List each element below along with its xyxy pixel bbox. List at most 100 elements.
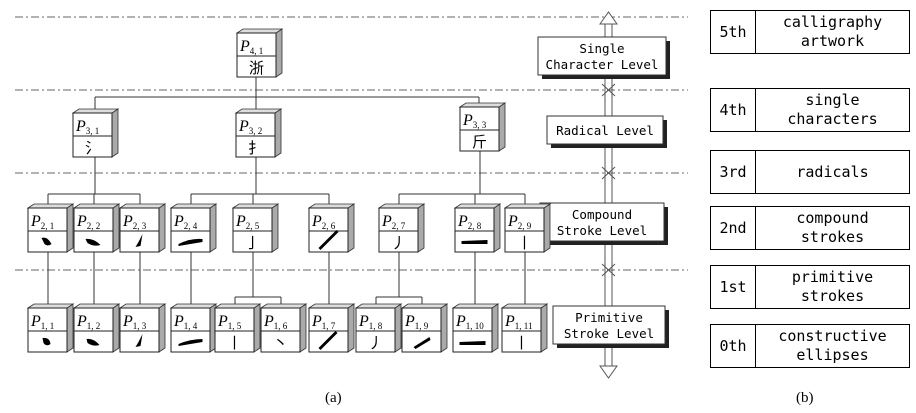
level-row-1st: 1st primitive strokes	[710, 265, 910, 309]
node-top-face	[503, 203, 552, 209]
node-label: P1, 1	[30, 313, 54, 331]
node-stroke-shape	[413, 337, 431, 349]
node-top-face	[26, 203, 75, 209]
node-1-3: P1, 3	[118, 303, 167, 353]
node-side-face	[543, 203, 551, 253]
node-front-face	[378, 207, 419, 253]
node-front-face	[501, 307, 542, 353]
node-label: P1, 7	[311, 313, 336, 331]
node-1-8: P1, 8 丿	[354, 303, 403, 353]
level-row-5th: 5th calligraphy artwork	[710, 10, 910, 54]
node-top-face	[169, 303, 218, 309]
node-label: P3, 3	[462, 112, 487, 130]
node-1-4: P1, 4	[169, 303, 218, 353]
node-front-face	[232, 207, 273, 253]
node-front-face	[260, 307, 301, 353]
level-row-0th: 0th constructive ellipses	[710, 324, 910, 368]
node-2-8: P2, 8	[453, 203, 502, 253]
node-glyph: 亅	[245, 234, 260, 252]
node-side-face	[209, 203, 217, 253]
node-top-face	[231, 203, 280, 209]
node-side-face	[112, 203, 120, 253]
level-label-text: Stroke Level	[564, 326, 654, 341]
node-side-face	[347, 303, 355, 353]
level-label-box	[539, 202, 665, 242]
node-label: P2, 8	[457, 213, 482, 231]
level-description: compound strokes	[796, 209, 869, 246]
tree-connector-2	[190, 157, 330, 208]
level-row-2nd: 2nd compound strokes	[710, 206, 910, 250]
node-side-face	[66, 203, 74, 253]
node-label: P2, 1	[30, 213, 54, 231]
caption-a: (a)	[325, 390, 342, 406]
caption-b: (b)	[796, 390, 814, 406]
level-label-box	[552, 305, 666, 345]
node-top-face	[451, 303, 500, 309]
node-label: P2, 3	[122, 213, 147, 231]
tree-connector-8	[474, 252, 526, 308]
node-stroke-shape	[86, 338, 100, 346]
node-front-face	[170, 207, 211, 253]
node-side-face	[394, 303, 402, 353]
node-top-face	[307, 303, 356, 309]
node-1-7: P1, 7	[307, 303, 356, 353]
node-glyph: 丿	[391, 234, 406, 252]
node-glyph: 丶	[273, 334, 288, 352]
node-stroke-shape	[85, 238, 101, 246]
node-label: P1, 9	[404, 313, 429, 331]
node-side-face	[493, 203, 501, 253]
node-side-face	[274, 108, 282, 158]
spine-cross-0	[601, 83, 616, 97]
node-1-2: P1, 2	[72, 303, 121, 353]
node-front-face	[504, 207, 545, 253]
node-2-2: P2, 2	[72, 203, 121, 253]
level-label-text: Radical Level	[556, 123, 654, 138]
node-label: P1, 5	[217, 313, 242, 331]
node-label: P2, 4	[173, 213, 198, 231]
level-description: calligraphy artwork	[782, 13, 883, 50]
node-top-face	[235, 28, 284, 34]
node-front-face	[170, 307, 211, 353]
level-label-text: Compound	[572, 207, 632, 222]
tree-connector-1	[47, 157, 141, 208]
node-top-face	[72, 303, 121, 309]
node-label: P2, 6	[311, 213, 336, 231]
node-glyph: 丨	[517, 234, 532, 252]
node-glyph: 氵	[85, 139, 100, 157]
node-side-face	[299, 303, 307, 353]
node-label: P1, 3	[122, 313, 147, 331]
node-3-1: P3, 1 氵	[71, 108, 120, 158]
node-label: P1, 2	[76, 313, 100, 331]
node-side-face	[440, 303, 448, 353]
node-label: P1, 11	[504, 313, 532, 331]
tree-connector-7	[375, 252, 423, 308]
node-top-face	[72, 203, 121, 209]
level-row-3rd: 3rd radicals	[710, 150, 910, 194]
level-label-box	[546, 115, 664, 145]
node-top-face	[26, 303, 75, 309]
level-description: single characters	[787, 91, 878, 128]
spine-arrow-up	[599, 11, 618, 25]
node-label: P2, 9	[507, 213, 532, 231]
node-4-1: P4, 1 浙	[235, 28, 284, 78]
node-side-face	[158, 203, 166, 253]
node-front-face	[454, 207, 495, 253]
level-label-text: Stroke Level	[557, 223, 647, 238]
node-top-face	[377, 203, 426, 209]
node-side-face	[498, 102, 506, 152]
node-side-face	[271, 203, 279, 253]
node-2-6: P2, 6	[307, 203, 356, 253]
node-stroke-shape	[41, 237, 52, 246]
node-side-face	[253, 303, 261, 353]
level-label-text: Character Level	[546, 57, 659, 72]
node-stroke-shape	[459, 341, 486, 345]
level-ordinal: 5th	[711, 11, 756, 53]
node-label: P2, 7	[381, 213, 406, 231]
node-stroke-shape	[178, 339, 203, 346]
node-top-face	[259, 303, 308, 309]
node-top-face	[500, 303, 549, 309]
node-glyph: 扌	[248, 139, 263, 157]
level-label-text: Single	[579, 41, 624, 56]
level-ordinal: 2nd	[711, 207, 756, 249]
